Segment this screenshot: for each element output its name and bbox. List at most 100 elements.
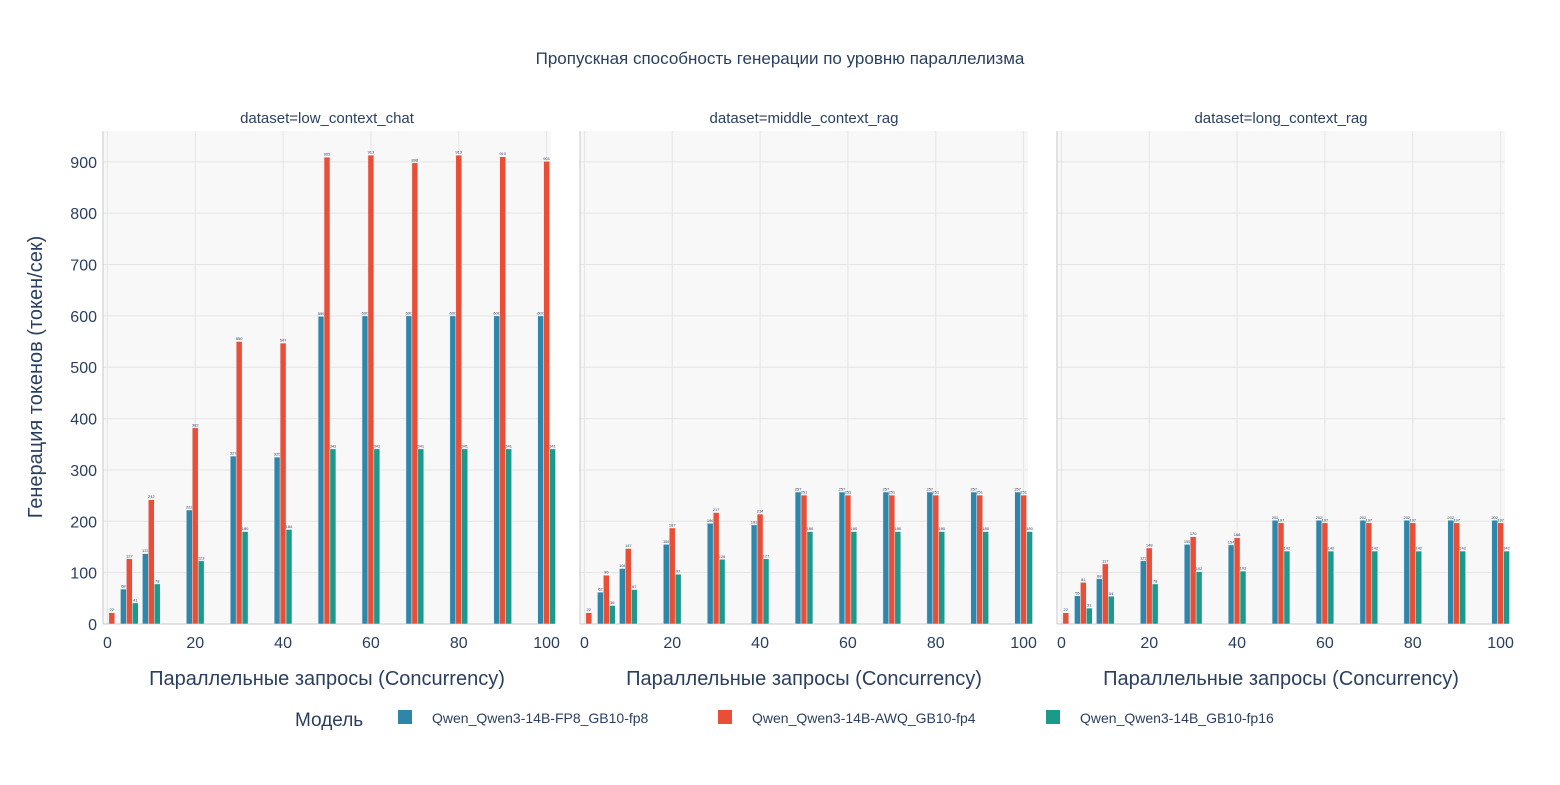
bar[interactable] [1403,520,1411,625]
bar[interactable] [1283,550,1291,625]
bar[interactable] [329,448,337,625]
bar[interactable] [1503,550,1510,625]
bar[interactable] [1026,531,1033,625]
bar[interactable] [894,531,901,625]
bar[interactable] [1102,563,1109,625]
bar[interactable] [1184,544,1191,625]
bar[interactable] [186,509,193,625]
bar[interactable] [197,560,205,625]
bar[interactable] [1409,522,1416,625]
bar[interactable] [367,154,375,625]
bar[interactable] [279,342,287,625]
bar[interactable] [537,315,544,625]
bar[interactable] [663,544,670,625]
bar[interactable] [762,558,770,625]
bar[interactable] [1321,522,1329,625]
bar[interactable] [1277,522,1285,625]
bar[interactable] [1146,547,1153,625]
bar[interactable] [707,523,714,625]
bar[interactable] [1151,583,1159,625]
bar[interactable] [1086,607,1093,625]
bar[interactable] [1189,536,1197,625]
bar[interactable] [120,588,127,625]
bar[interactable] [1459,550,1466,625]
bar[interactable] [1271,520,1279,625]
bar[interactable] [317,316,325,625]
bar[interactable] [1020,494,1027,625]
bar[interactable] [142,553,149,625]
bar[interactable] [1227,544,1235,625]
bar[interactable] [241,531,249,625]
bar[interactable] [461,448,468,625]
bar[interactable] [838,491,846,625]
bar[interactable] [794,491,802,625]
bar[interactable] [603,574,610,625]
bar[interactable] [1195,571,1203,625]
bar[interactable] [1140,560,1147,625]
bar[interactable] [674,573,682,625]
bar[interactable] [982,531,989,625]
bar[interactable] [625,548,632,625]
bar[interactable] [976,494,983,625]
bar[interactable] [1497,522,1504,625]
bar[interactable] [543,161,550,625]
bar[interactable] [373,448,381,625]
bar[interactable] [1096,578,1103,625]
bar[interactable] [619,568,626,625]
bar[interactable] [970,491,977,625]
bar[interactable] [285,529,293,625]
bar[interactable] [712,512,720,625]
bar[interactable] [844,494,852,625]
bar[interactable] [718,559,726,625]
bar[interactable] [235,341,243,625]
bar[interactable] [192,427,199,625]
bar[interactable] [132,602,139,625]
bar[interactable] [938,531,945,625]
legend-item-fp16[interactable]: Qwen_Qwen3-14B_GB10-fp16 [1046,710,1274,726]
bar[interactable] [108,612,115,625]
bar[interactable] [361,315,369,625]
bar[interactable] [154,583,161,625]
bar[interactable] [1447,520,1454,625]
bar[interactable] [493,315,500,625]
bar[interactable] [323,156,331,625]
bar[interactable] [1080,582,1087,625]
bar[interactable] [1365,522,1373,625]
bar[interactable] [1415,550,1422,625]
bar[interactable] [273,456,281,625]
bar[interactable] [597,591,604,625]
bar[interactable] [499,156,506,625]
bar[interactable] [585,612,592,625]
bar[interactable] [1062,612,1069,625]
bar[interactable] [932,494,939,625]
legend-item-fp8[interactable]: Qwen_Qwen3-14B-FP8_GB10-fp8 [398,710,649,726]
bar[interactable] [800,494,808,625]
bar[interactable] [756,513,764,625]
bar[interactable] [405,315,413,625]
legend-item-fp4[interactable]: Qwen_Qwen3-14B-AWQ_GB10-fp4 [718,710,976,726]
bar[interactable] [230,455,237,625]
bar[interactable] [631,589,638,625]
bar[interactable] [1327,550,1335,625]
bar[interactable] [926,491,934,625]
bar[interactable] [1491,520,1498,625]
bar[interactable] [549,448,556,625]
bar[interactable] [411,162,419,625]
bar[interactable] [1014,491,1021,625]
bar[interactable] [1239,570,1247,625]
bar[interactable] [505,448,512,625]
bar[interactable] [126,558,133,625]
bar[interactable] [1233,537,1241,625]
bar[interactable] [455,154,462,625]
bar[interactable] [806,531,814,625]
bar[interactable] [888,494,896,625]
bar[interactable] [882,491,890,625]
bar[interactable] [1371,550,1378,625]
bar[interactable] [449,315,457,625]
bar[interactable] [148,499,155,625]
bar[interactable] [417,448,424,625]
bar[interactable] [1359,520,1367,625]
bar[interactable] [1453,522,1460,625]
bar[interactable] [1074,595,1081,625]
bar[interactable] [609,605,616,625]
